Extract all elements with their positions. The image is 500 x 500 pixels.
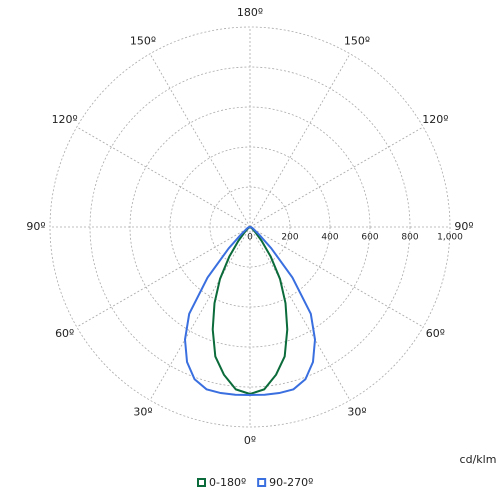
angle-label: 120º (52, 113, 78, 126)
r-tick-label: 0 (247, 233, 253, 243)
angle-label: 30º (347, 405, 366, 418)
intensity-curve (249, 226, 317, 396)
spoke (249, 126, 424, 228)
angle-label: 150º (344, 35, 370, 48)
spoke (249, 226, 424, 328)
r-tick-label: 200 (281, 233, 298, 243)
unit-label: cd/klm (460, 453, 497, 466)
legend-label: 90-270º (269, 476, 313, 489)
legend-swatch (257, 478, 267, 487)
r-tick-label: 600 (361, 233, 378, 243)
angle-label: 180º (237, 6, 263, 19)
r-tick-label: 1,000 (437, 233, 463, 243)
r-tick-label: 400 (321, 233, 338, 243)
spoke (76, 226, 251, 328)
grid-ring (49, 26, 451, 428)
legend-label: 0-180º (209, 476, 246, 489)
intensity-curve (249, 226, 289, 395)
r-tick-label: 800 (401, 233, 418, 243)
legend-swatch (197, 478, 206, 487)
angle-label: 30º (133, 405, 152, 418)
spoke (249, 226, 351, 401)
angle-label: 90º (454, 220, 473, 233)
spoke (149, 226, 251, 401)
angle-label: 120º (422, 113, 448, 126)
angle-label: 90º (26, 220, 45, 233)
spoke (249, 53, 351, 228)
intensity-curve (183, 226, 251, 396)
spoke (76, 126, 251, 228)
angle-label: 0º (244, 434, 256, 447)
angle-label: 60º (426, 327, 445, 340)
intensity-curve (211, 226, 251, 395)
spoke (149, 53, 251, 228)
angle-label: 150º (130, 35, 156, 48)
angle-label: 60º (55, 327, 74, 340)
